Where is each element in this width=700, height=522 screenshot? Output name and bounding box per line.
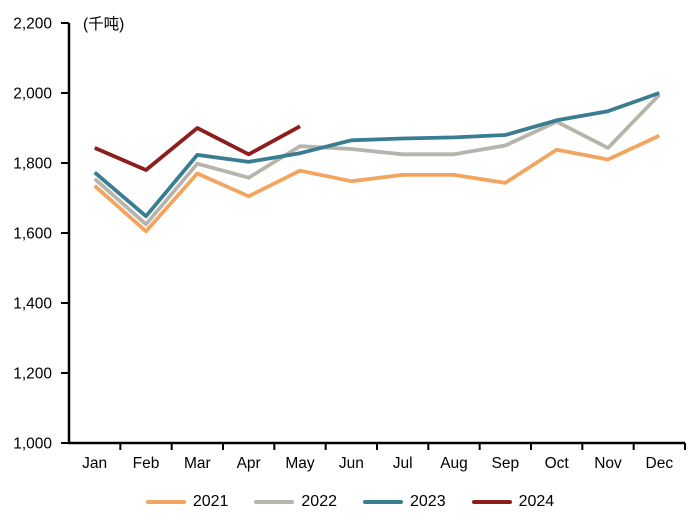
y-tick-label: 1,600 — [13, 226, 52, 243]
x-tick-label: Mar — [184, 455, 211, 472]
x-tick-label: Jan — [82, 455, 107, 472]
x-tick-label: Apr — [237, 455, 261, 472]
legend-item-2022: 2022 — [254, 494, 337, 510]
series-lines — [93, 91, 661, 234]
legend-item-2023: 2023 — [363, 494, 446, 510]
y-tick-label: 1,400 — [13, 296, 52, 313]
x-tick-label: Feb — [133, 455, 160, 472]
legend-swatch-2024 — [471, 500, 512, 504]
legend-label: 2022 — [301, 493, 337, 510]
legend-label: 2021 — [192, 493, 229, 510]
x-tick-label: Aug — [440, 455, 468, 472]
axes: 1,000 1,200 1,400 1,600 1,800 2,000 2,200 Jan Fe… — [13, 16, 686, 472]
y-axis-unit-label: (千吨) — [83, 15, 124, 33]
legend-swatch-2021 — [145, 500, 186, 504]
series-line-2021 — [93, 133, 661, 234]
legend-label: 2023 — [410, 493, 446, 510]
series-line-2023 — [93, 91, 660, 219]
series-line-2022 — [93, 93, 661, 227]
legend-swatch-2023 — [363, 500, 403, 504]
x-tick-label: Jun — [339, 455, 364, 472]
y-tick-label: 1,200 — [13, 366, 52, 383]
y-tick-label: 2,200 — [13, 16, 52, 33]
x-tick-label: May — [285, 455, 315, 472]
legend-item-2024: 2024 — [471, 493, 555, 510]
legend-swatch-2022 — [254, 500, 295, 504]
legend: 2021 2022 2023 2024 — [0, 489, 700, 515]
x-tick-label: Nov — [594, 455, 622, 472]
x-tick-label: Dec — [646, 455, 674, 472]
x-tick-label: Oct — [545, 455, 570, 472]
y-tick-label: 1,000 — [13, 436, 52, 453]
legend-label: 2024 — [518, 493, 555, 510]
x-tick-label: Sep — [492, 455, 520, 472]
y-tick-label: 1,800 — [13, 156, 52, 173]
legend-item-2021: 2021 — [145, 493, 229, 510]
series-line-2024 — [93, 124, 301, 172]
y-tick-label: 2,000 — [13, 86, 52, 103]
x-tick-label: Jul — [393, 455, 413, 472]
axis-spine — [67, 23, 685, 445]
